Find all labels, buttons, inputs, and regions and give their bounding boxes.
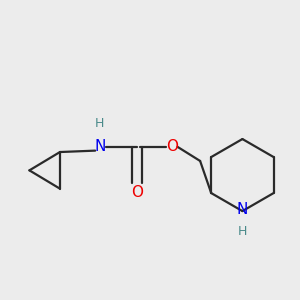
Text: N: N — [237, 202, 248, 217]
Text: O: O — [166, 140, 178, 154]
Text: H: H — [95, 117, 105, 130]
Text: N: N — [94, 140, 106, 154]
Text: O: O — [131, 185, 143, 200]
Text: H: H — [238, 225, 247, 238]
